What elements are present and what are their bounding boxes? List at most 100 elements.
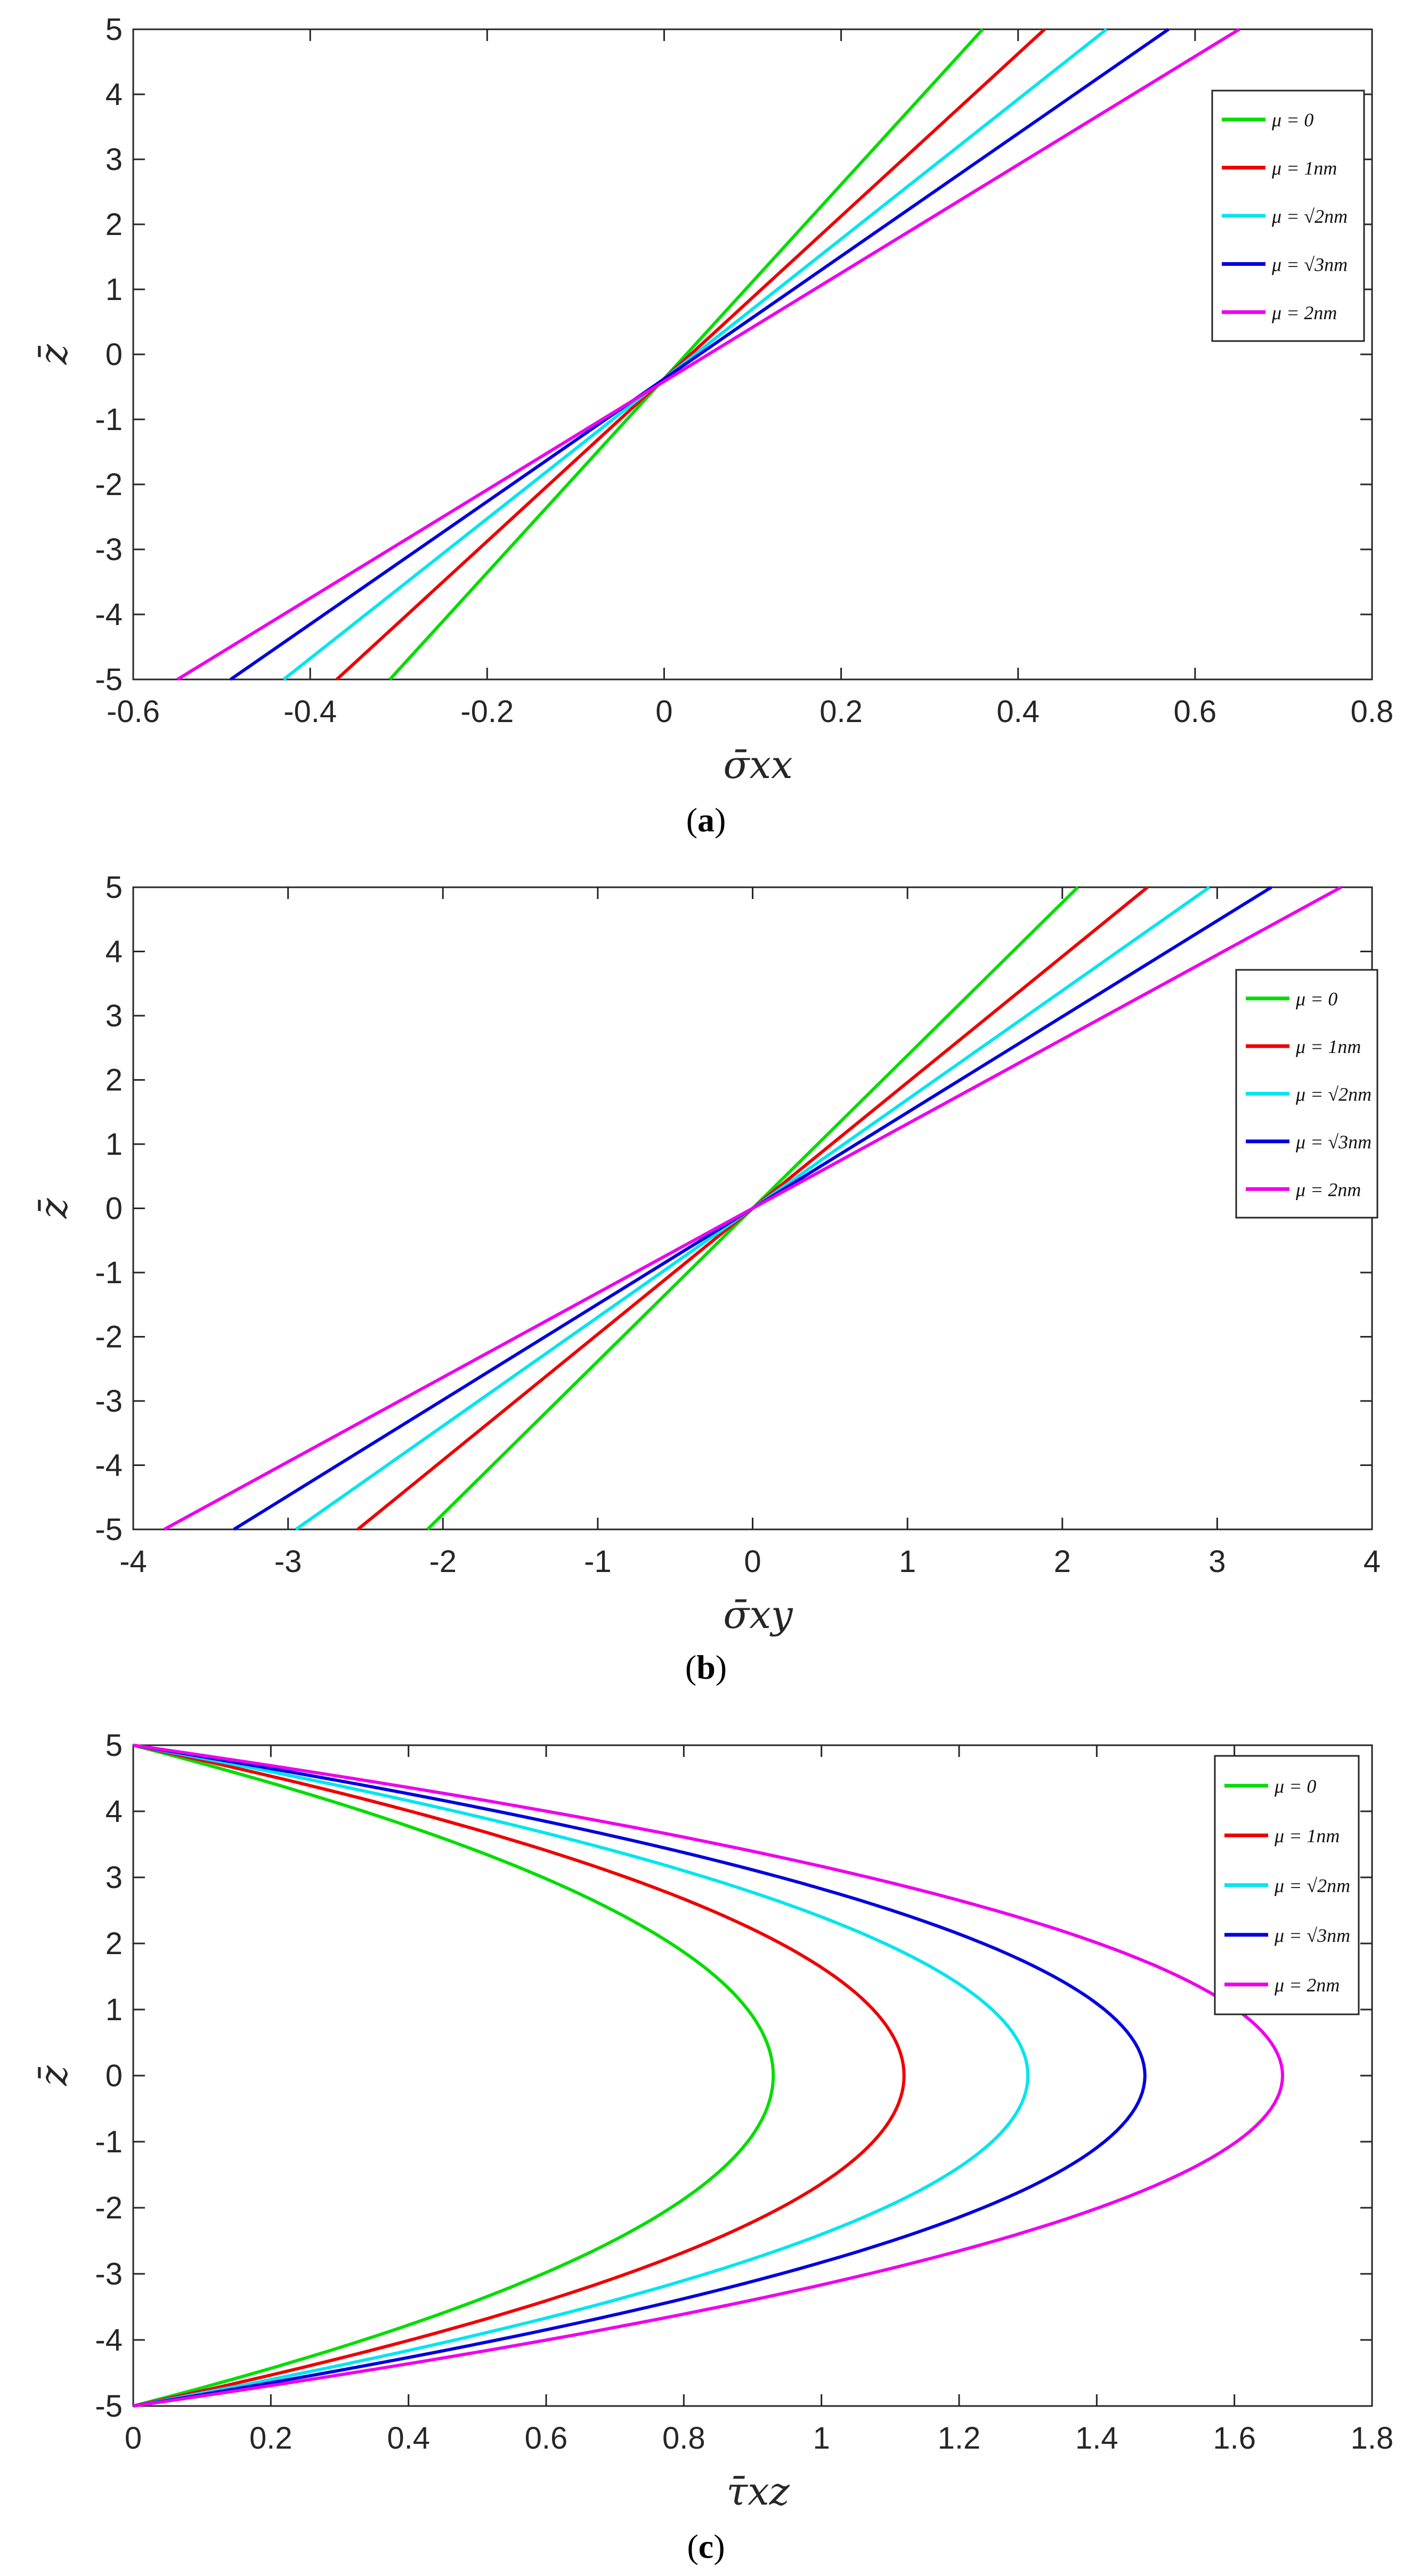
x-tick-label: -1 bbox=[584, 1544, 612, 1579]
x-axis-label: σ̄xy bbox=[723, 1592, 793, 1637]
series-line-0 bbox=[133, 1744, 775, 2408]
legend-entry: μ = 0 bbox=[1271, 109, 1313, 131]
y-tick-label: 3 bbox=[106, 999, 123, 1033]
x-tick-label: -0.2 bbox=[460, 694, 514, 729]
x-tick-label: -2 bbox=[429, 1544, 457, 1579]
legend-entry: μ = 0 bbox=[1295, 989, 1337, 1010]
y-tick-label: -5 bbox=[95, 2389, 123, 2424]
y-tick-label: -4 bbox=[95, 597, 123, 632]
x-axis-label: τ̄xz bbox=[726, 2469, 790, 2514]
y-tick-label: 0 bbox=[106, 2059, 123, 2093]
legend-entry: μ = 2nm bbox=[1295, 1179, 1361, 1200]
x-tick-label: 1.2 bbox=[938, 2421, 981, 2456]
legend-entry: μ = √2nm bbox=[1271, 206, 1348, 227]
y-tick-label: 2 bbox=[106, 207, 123, 242]
legend-entry: μ = 0 bbox=[1274, 1776, 1316, 1797]
y-tick-label: 4 bbox=[106, 77, 123, 112]
x-tick-label: 2 bbox=[1054, 1544, 1071, 1579]
x-tick-label: 0.4 bbox=[387, 2421, 430, 2456]
x-tick-label: -0.4 bbox=[283, 694, 337, 729]
x-tick-label: 4 bbox=[1364, 1544, 1381, 1579]
y-tick-label: 5 bbox=[106, 12, 123, 47]
y-tick-label: -4 bbox=[95, 2323, 123, 2358]
y-tick-label: -3 bbox=[95, 1384, 123, 1419]
y-tick-label: 1 bbox=[106, 1127, 123, 1162]
x-tick-label: -4 bbox=[119, 1544, 147, 1579]
y-tick-label: 0 bbox=[106, 1192, 123, 1226]
series-line-0 bbox=[388, 28, 984, 681]
y-tick-label: 1 bbox=[106, 1992, 123, 2027]
y-tick-label: -3 bbox=[95, 2257, 123, 2291]
y-tick-label: 3 bbox=[106, 1860, 123, 1895]
y-tick-label: -2 bbox=[95, 2191, 123, 2225]
y-axis-label: z̄ bbox=[31, 2065, 76, 2086]
legend: μ = 0 μ = 1nm μ = √2nm μ = √3nm μ = 2nm bbox=[1211, 90, 1365, 342]
x-axis-label: σ̄xx bbox=[723, 742, 792, 787]
series-line-4 bbox=[133, 1744, 1285, 2408]
y-tick-label: -3 bbox=[95, 532, 123, 567]
legend-entry: μ = √3nm bbox=[1271, 254, 1348, 275]
y-tick-label: 3 bbox=[106, 142, 123, 177]
x-tick-label: 0.2 bbox=[249, 2421, 293, 2456]
x-tick-label: 0.8 bbox=[662, 2421, 705, 2456]
y-tick-label: 4 bbox=[106, 935, 123, 969]
chart-a: 5 4 3 2 1 0 -1 -2 -3 -4 -5-0.6 -0.4 -0.2 0 0.2 0.4 0.6 0.… bbox=[31, 12, 1393, 839]
panel-caption: (b) bbox=[685, 1648, 727, 1686]
y-tick-label: -2 bbox=[95, 467, 123, 502]
x-tick-label: 1.4 bbox=[1075, 2421, 1118, 2456]
series-line-4 bbox=[176, 28, 1240, 681]
legend-entry: μ = 1nm bbox=[1271, 158, 1337, 179]
y-tick-label: -1 bbox=[95, 402, 123, 437]
y-axis-label: z̄ bbox=[31, 344, 76, 365]
legend-entry: μ = √3nm bbox=[1274, 1925, 1350, 1946]
x-tick-label: 1 bbox=[899, 1544, 916, 1579]
series-line-2 bbox=[133, 1744, 1030, 2408]
series-line-4 bbox=[163, 886, 1342, 1531]
y-axis-label: z̄ bbox=[31, 1197, 76, 1219]
x-tick-label: 3 bbox=[1208, 1544, 1226, 1579]
x-tick-label: 0.4 bbox=[996, 694, 1040, 729]
y-tick-label: 2 bbox=[106, 1063, 123, 1098]
y-tick-label: 2 bbox=[106, 1926, 123, 1961]
x-tick-label: 0.6 bbox=[525, 2421, 568, 2456]
legend-entry: μ = 2nm bbox=[1274, 1974, 1340, 1996]
series-line-2 bbox=[282, 28, 1108, 681]
series-line-1 bbox=[335, 28, 1046, 681]
legend-entry: μ = 1nm bbox=[1274, 1825, 1340, 1846]
y-tick-label: 0 bbox=[106, 337, 123, 372]
y-tick-label: -5 bbox=[95, 1512, 123, 1547]
y-tick-label: -1 bbox=[95, 2125, 123, 2159]
y-tick-label: 5 bbox=[106, 1728, 123, 1763]
legend-entry: μ = √2nm bbox=[1274, 1875, 1350, 1897]
legend: μ = 0 μ = 1nm μ = √2nm μ = √3nm μ = 2nm bbox=[1235, 969, 1378, 1219]
x-tick-label: 0 bbox=[125, 2421, 142, 2456]
plot-area bbox=[132, 1744, 1373, 2407]
x-tick-label: 1.8 bbox=[1351, 2421, 1394, 2456]
legend-entry: μ = 1nm bbox=[1295, 1036, 1361, 1057]
legend: μ = 0 μ = 1nm μ = √2nm μ = √3nm μ = 2nm bbox=[1214, 1755, 1360, 2015]
series-line-1 bbox=[133, 1744, 906, 2408]
plot-area bbox=[132, 28, 1373, 681]
x-tick-label: -3 bbox=[274, 1544, 302, 1579]
y-tick-label: 1 bbox=[106, 272, 123, 307]
panel-caption: (c) bbox=[687, 2528, 725, 2565]
legend-entry: μ = √2nm bbox=[1295, 1084, 1372, 1105]
x-tick-label: 0.2 bbox=[819, 694, 863, 729]
legend-entry: μ = √3nm bbox=[1295, 1131, 1372, 1153]
x-tick-label: 1.6 bbox=[1213, 2421, 1256, 2456]
y-tick-label: 5 bbox=[106, 870, 123, 905]
y-tick-label: 4 bbox=[106, 1794, 123, 1829]
series-line-3 bbox=[133, 1744, 1147, 2408]
legend-entry: μ = 2nm bbox=[1271, 302, 1337, 323]
y-tick-label: -5 bbox=[95, 662, 123, 697]
panel-caption: (a) bbox=[686, 801, 726, 839]
series-line-3 bbox=[229, 28, 1170, 681]
y-tick-label: -2 bbox=[95, 1320, 123, 1355]
x-tick-label: 0.6 bbox=[1174, 694, 1217, 729]
y-tick-label: -1 bbox=[95, 1255, 123, 1290]
x-tick-label: 0 bbox=[655, 694, 672, 729]
x-tick-label: -0.6 bbox=[107, 694, 160, 729]
